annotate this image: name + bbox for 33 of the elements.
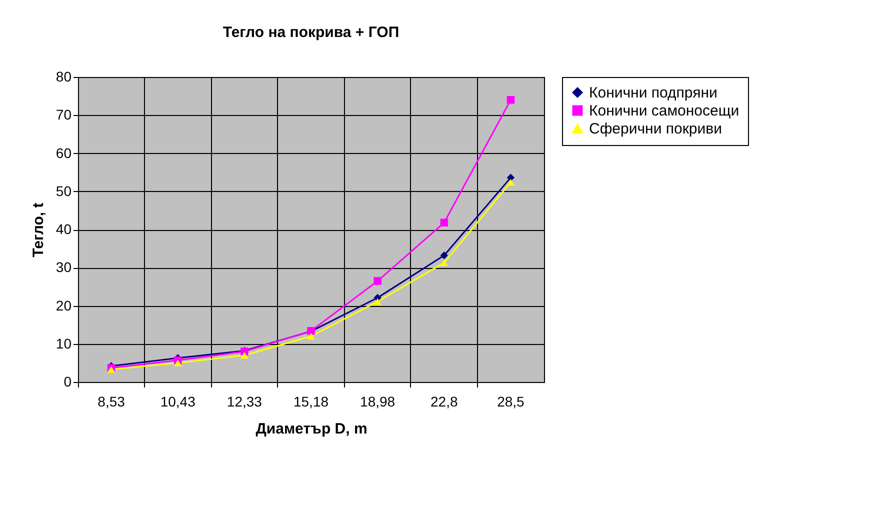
y-tick-label: 80 [56,68,72,84]
x-tick-label: 10,43 [160,394,196,410]
chart-title: Тегло на покрива + ГОП [222,24,400,41]
y-tick-label: 10 [56,335,72,352]
legend-label: Сферични покриви [589,120,722,138]
point [374,298,382,305]
x-tick-label: 22,8 [430,394,458,410]
y-tick-label: 30 [56,259,72,276]
point [440,252,448,260]
point [506,178,515,186]
x-tick-label: 12,33 [226,394,262,410]
y-tick-label: 50 [56,182,72,199]
y-tick-label: 0 [64,374,72,390]
point [240,352,248,359]
point [174,360,182,366]
y-tick-label: 40 [56,221,72,237]
y-axis-title: Тегло, t [30,202,47,258]
point [506,96,515,104]
x-tick-label: 15,18 [293,394,329,410]
x-tick-label: 18,98 [360,394,396,410]
y-tick-label: 20 [56,297,72,314]
legend-label: Конични подпряни [589,84,718,102]
x-axis-title: Диаметър D, m [256,420,368,438]
point [374,277,382,285]
point [506,174,515,182]
point [307,332,315,340]
legend-label: Конични самоносещи [589,102,740,120]
point [440,259,448,266]
x-tick-label: 28,5 [497,394,525,410]
y-tick-label: 60 [56,144,72,161]
point [440,218,448,227]
x-tick-label: 8,53 [98,394,126,410]
y-tick-label: 70 [56,106,72,123]
